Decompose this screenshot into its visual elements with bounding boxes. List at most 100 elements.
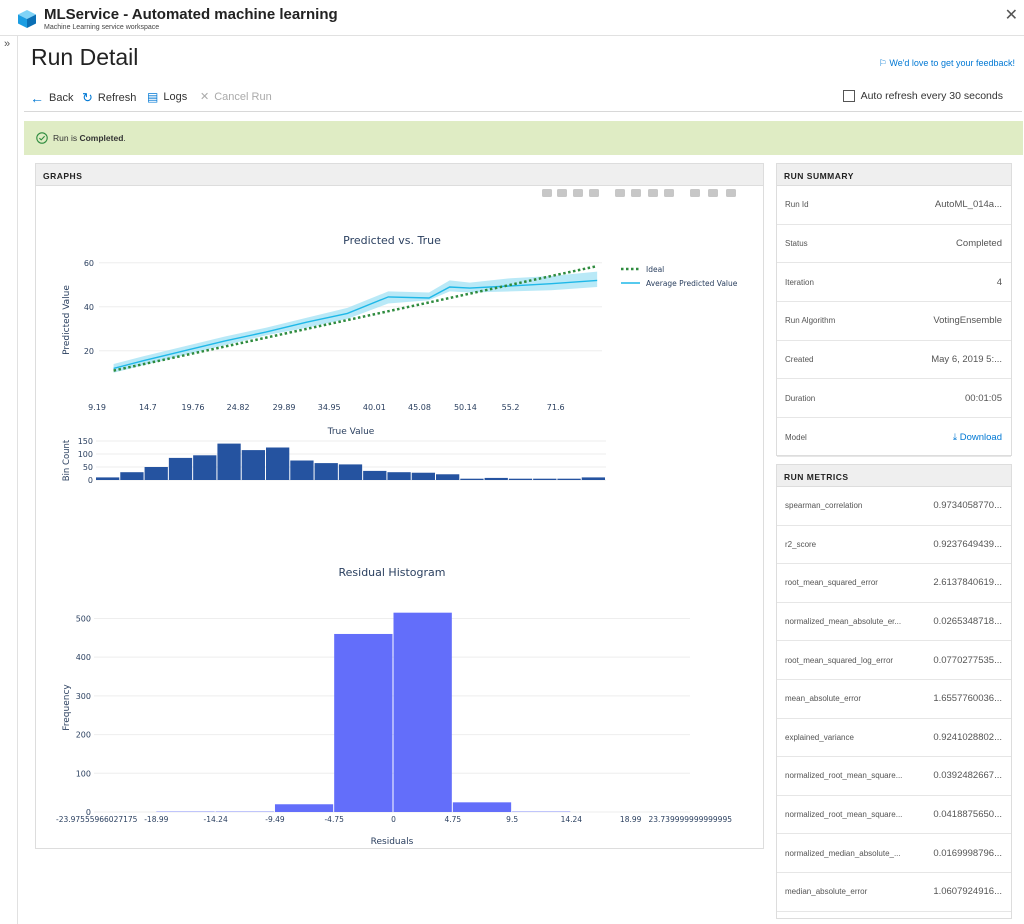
run-summary-panel: RUN SUMMARY Run Id AutoML_014a... Status Co…: [776, 163, 1012, 457]
y-tick-label: 0: [86, 808, 91, 817]
metric-value: 2.6137840619...: [933, 577, 1002, 589]
cube-icon: [18, 10, 36, 28]
box-select-icon[interactable]: [573, 189, 583, 197]
lasso-icon[interactable]: [589, 189, 599, 197]
bin-bar: [314, 463, 338, 480]
bin-bar: [96, 477, 120, 480]
summary-value: VotingEnsemble: [933, 315, 1002, 327]
x-axis-label: True Value: [327, 427, 375, 437]
metric-key: explained_variance: [785, 732, 854, 742]
expand-icon[interactable]: »: [4, 38, 11, 50]
bin-bar: [193, 455, 217, 480]
graphs-panel: GRAPHS Predicted vs. True 20 40 60 9.19 14.7 1…: [35, 163, 764, 849]
y-axis-label: Frequency: [62, 684, 72, 731]
bin-bar: [290, 460, 314, 480]
metric-key: root_mean_squared_log_error: [785, 655, 894, 665]
confidence-band: [113, 271, 598, 373]
x-tick-label: 50.14: [454, 403, 477, 412]
metric-key: r2_score: [785, 539, 817, 549]
feedback-icon: ⚐: [878, 58, 890, 68]
home-icon[interactable]: [664, 189, 674, 197]
y-tick-label: 300: [76, 692, 91, 701]
y-tick-label: 150: [78, 437, 93, 446]
charts-canvas: Predicted vs. True 20 40 60 9.19 14.7 19.76 24.…: [56, 189, 738, 847]
metric-key: root_mean_squared_error: [785, 578, 878, 588]
summary-row: Run Id AutoML_014a...: [777, 186, 1011, 225]
summary-row: Iteration 4: [777, 263, 1011, 303]
summary-key: Model: [785, 432, 807, 442]
x-tick-label: 29.89: [273, 403, 296, 412]
metric-row: explained_variance 0.9241028802...: [777, 719, 1011, 758]
y-tick-label: 400: [76, 653, 91, 662]
app-title: MLService - Automated machine learning: [44, 6, 338, 23]
zoom-icon[interactable]: [542, 189, 552, 197]
metric-value: 0.9241028802...: [933, 731, 1002, 743]
bin-bar: [387, 472, 411, 480]
download-model-link[interactable]: ⤓ Download: [953, 432, 1002, 443]
x-tick-label: -23.97555966027175: [56, 815, 138, 824]
metric-key: mean_absolute_error: [785, 694, 862, 704]
pan-icon[interactable]: [557, 189, 567, 197]
zoom-out-icon[interactable]: [631, 189, 641, 197]
x-tick-label: 71.6: [547, 403, 565, 412]
x-tick-label: -4.75: [324, 815, 344, 824]
x-axis-label: Residuals: [371, 837, 414, 847]
metric-row: normalized_root_mean_square... 0.03924826…: [777, 757, 1011, 796]
x-tick-label: 19.76: [182, 403, 205, 412]
back-button[interactable]: ← Back: [30, 90, 73, 106]
summary-key: Created: [785, 355, 814, 365]
bin-count-chart: 0 50 100 150 Bin Count: [62, 437, 606, 485]
refresh-button[interactable]: ↻ Refresh: [82, 90, 136, 106]
cancel-run-button[interactable]: ✕ Cancel Run: [200, 90, 272, 104]
back-arrow-icon: ←: [30, 90, 44, 106]
bin-bar: [508, 478, 533, 480]
run-metrics-panel: RUN METRICS spearman_correlation 0.973405…: [776, 464, 1012, 919]
metric-value: 0.9237649439...: [933, 538, 1002, 550]
cancel-label: Cancel Run: [214, 90, 272, 103]
document-icon: ▤: [147, 90, 159, 104]
x-tick-label: 0: [391, 815, 396, 824]
y-axis-label: Predicted Value: [62, 285, 72, 355]
summary-row: Created May 6, 2019 5:...: [777, 341, 1011, 380]
logs-button[interactable]: ▤ Logs: [147, 90, 187, 104]
x-tick-label: 24.82: [227, 403, 250, 412]
zoom-in-icon[interactable]: [615, 189, 625, 197]
hover-compare-icon[interactable]: [726, 189, 736, 197]
autoscale-icon[interactable]: [648, 189, 658, 197]
metric-key: normalized_root_mean_square...: [785, 810, 903, 820]
metric-row: normalized_root_mean_square... 0.04188756…: [777, 796, 1011, 835]
auto-refresh-label: Auto refresh every 30 seconds: [860, 90, 1003, 102]
metric-key: normalized_mean_absolute_er...: [785, 617, 902, 627]
average-predicted-line: [113, 279, 598, 370]
command-bar: ← Back ↻ Refresh ▤ Logs ✕ Cancel Run Auto re…: [24, 86, 1022, 112]
metric-key: spearman_correlation: [785, 501, 863, 511]
feedback-link[interactable]: ⚐ We'd love to get your feedback!: [879, 58, 1015, 69]
y-tick-label: 100: [78, 450, 93, 459]
y-tick-label: 40: [84, 303, 94, 312]
metric-row: normalized_median_absolute_... 0.01699987…: [777, 834, 1011, 873]
summary-value: 4: [996, 276, 1002, 288]
bin-bar: [266, 447, 290, 480]
metric-value: 0.0392482667...: [933, 770, 1002, 782]
x-tick-label: -18.99: [144, 815, 168, 824]
summary-key: Duration: [785, 393, 816, 403]
y-tick-label: 0: [88, 476, 93, 485]
summary-key: Iteration: [785, 277, 814, 287]
x-tick-label: 55.2: [502, 403, 520, 412]
logs-label: Logs: [163, 91, 188, 103]
auto-refresh-toggle[interactable]: Auto refresh every 30 seconds: [842, 90, 1003, 102]
spike-icon[interactable]: [690, 189, 700, 197]
auto-refresh-checkbox[interactable]: [842, 90, 855, 102]
metric-row: root_mean_squared_log_error 0.0770277535.…: [777, 641, 1011, 680]
bin-bar: [363, 470, 387, 480]
bin-bar: [581, 477, 605, 480]
x-tick-label: 18.99: [620, 815, 642, 824]
hover-closest-icon[interactable]: [708, 189, 718, 197]
metric-value: 0.0770277535...: [933, 654, 1002, 666]
summary-key: Run Algorithm: [785, 316, 836, 326]
y-tick-label: 500: [76, 614, 91, 623]
close-icon[interactable]: ✕: [1004, 7, 1018, 24]
summary-value: 00:01:05: [965, 392, 1002, 404]
y-tick-label: 60: [84, 259, 94, 268]
y-tick-label: 200: [76, 731, 91, 740]
